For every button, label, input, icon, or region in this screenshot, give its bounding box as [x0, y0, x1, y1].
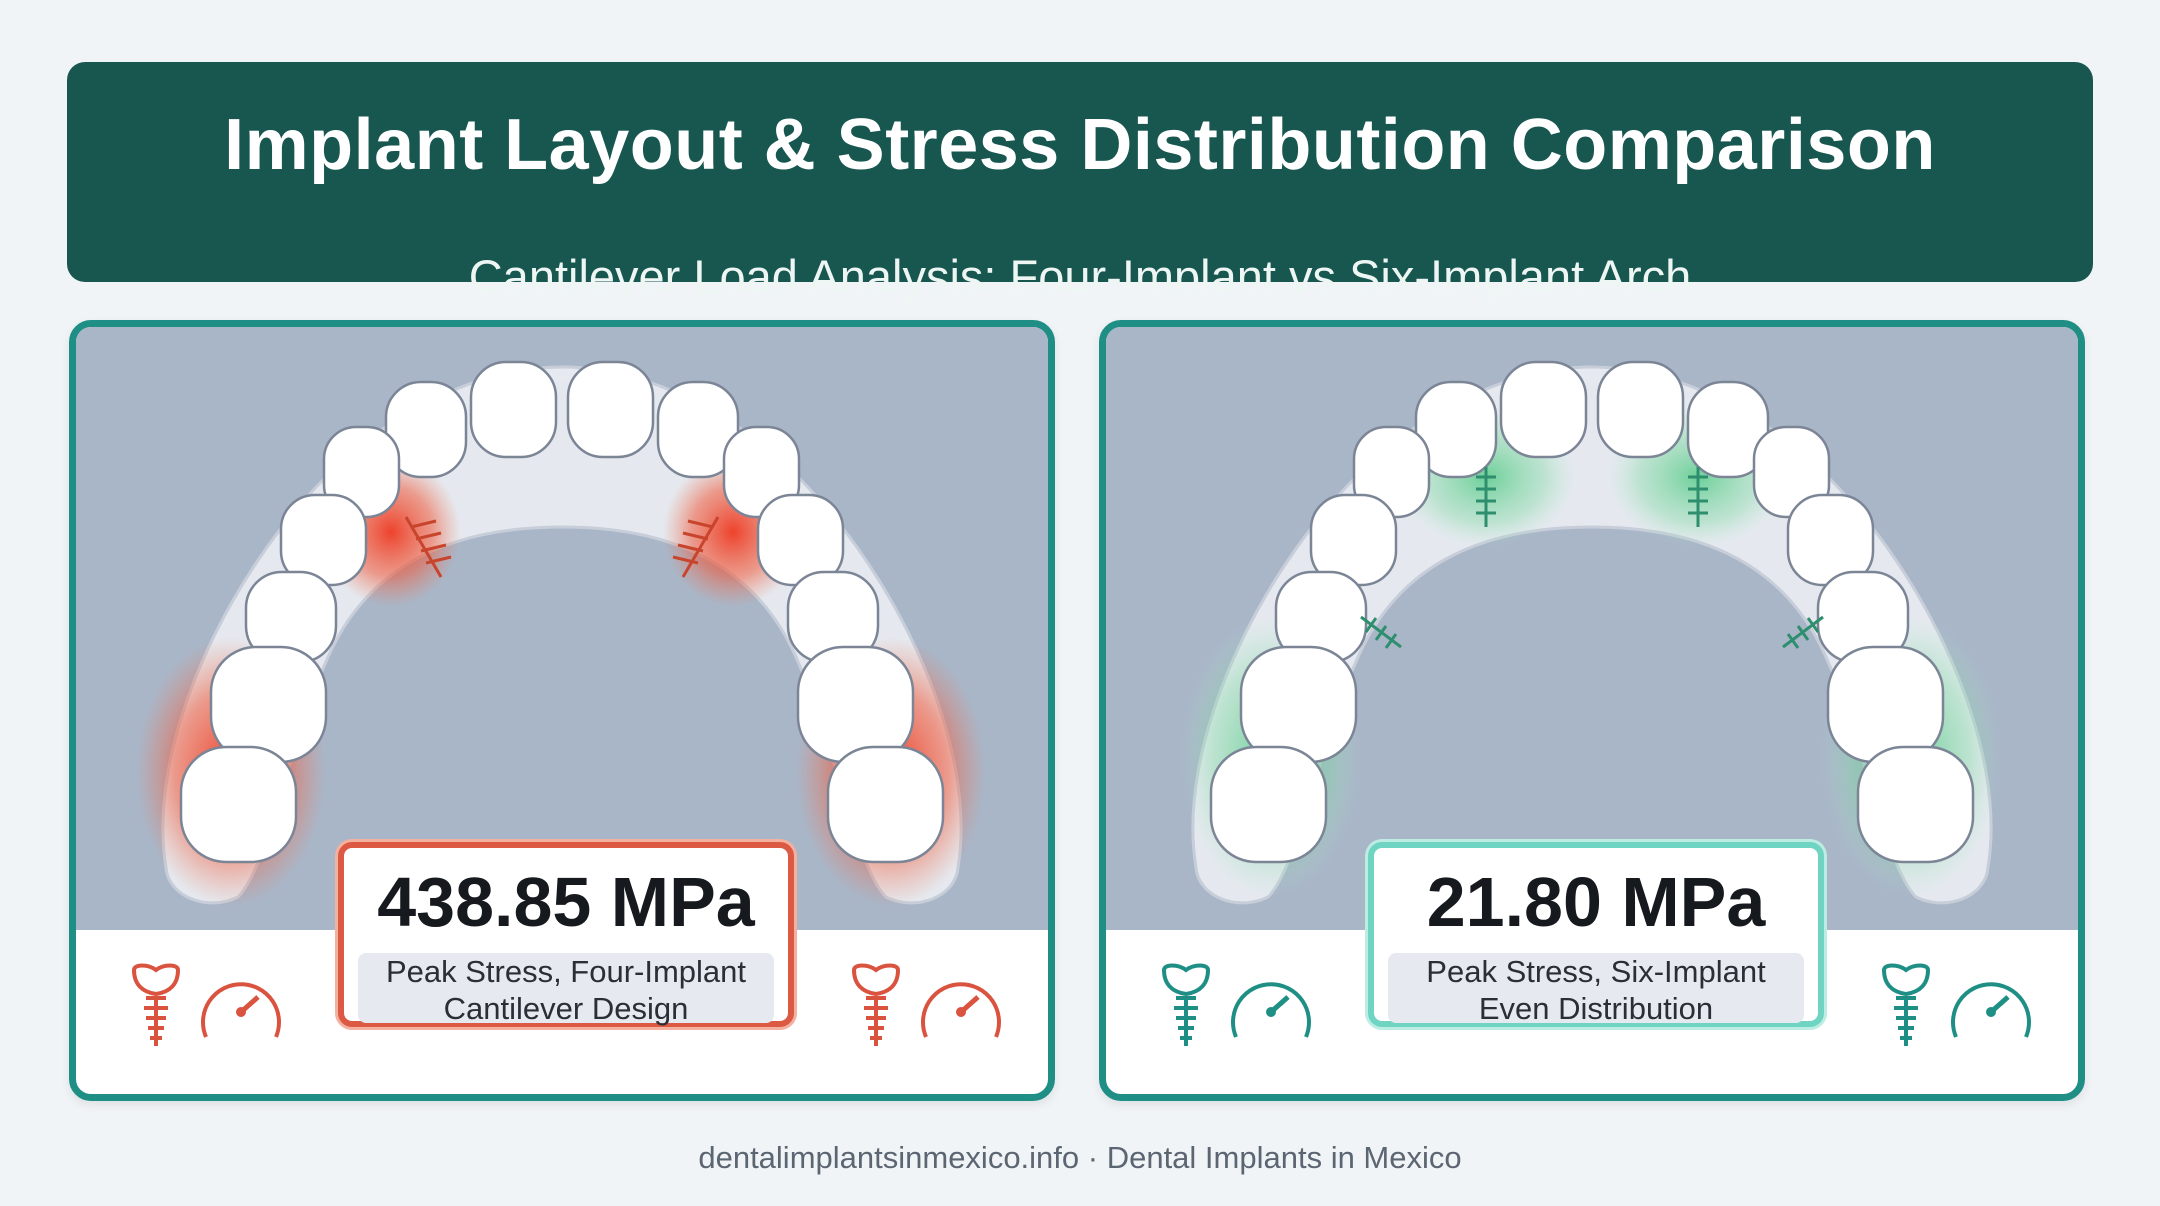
- gauge-icon: [1231, 982, 1311, 1038]
- tooth-implant-icon: [131, 963, 181, 1046]
- gauge-icon: [201, 982, 281, 1038]
- peak-stress-label: Peak Stress, Four-Implant Cantilever Des…: [358, 953, 774, 1026]
- tooth-implant-icon: [1161, 963, 1211, 1046]
- four-implant-panel: 438.85 MPa Peak Stress, Four-Implant Can…: [69, 320, 1055, 1101]
- page-subtitle: Cantilever Load Analysis: Four-Implant v…: [468, 250, 1692, 303]
- implant-posts: [1360, 467, 1824, 649]
- footer-credit: dentalimplantsinmexico.info · Dental Imp…: [698, 1140, 1462, 1175]
- gauge-icon: [921, 982, 1001, 1038]
- tooth-implant-icon: [851, 963, 901, 1046]
- peak-stress-card: 438.85 MPa Peak Stress, Four-Implant Can…: [338, 842, 794, 1027]
- peak-stress-label-line1: Peak Stress, Four-Implant: [385, 954, 747, 989]
- peak-stress-value: 438.85 MPa: [377, 863, 755, 941]
- page-title: Implant Layout & Stress Distribution Com…: [224, 105, 1936, 185]
- peak-stress-label-line1: Peak Stress, Six-Implant: [1426, 954, 1766, 989]
- title-banner: Implant Layout & Stress Distribution Com…: [67, 62, 2093, 303]
- peak-stress-card: 21.80 MPa Peak Stress, Six-Implant Even …: [1368, 842, 1824, 1027]
- implant-posts: [404, 516, 720, 578]
- peak-stress-label-line2: Even Distribution: [1478, 991, 1714, 1026]
- gauge-icon: [1951, 982, 2031, 1038]
- six-implant-arch-illustration: [1181, 360, 2001, 905]
- tooth-implant-icon: [1881, 963, 1931, 1046]
- peak-stress-label: Peak Stress, Six-Implant Even Distributi…: [1388, 953, 1804, 1026]
- peak-stress-label-line2: Cantilever Design: [443, 991, 689, 1026]
- six-implant-panel: 21.80 MPa Peak Stress, Six-Implant Even …: [1099, 320, 2085, 1101]
- peak-stress-value: 21.80 MPa: [1426, 863, 1766, 941]
- four-implant-arch-illustration: [136, 360, 986, 907]
